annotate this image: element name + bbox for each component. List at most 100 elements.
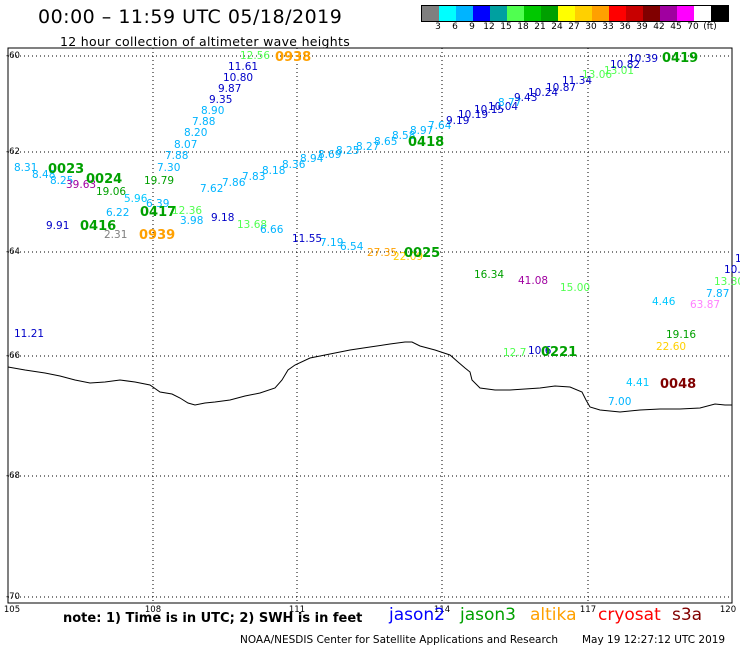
wave-height-label: 8.36 (282, 159, 306, 171)
wave-height-label: 8.69 (318, 149, 342, 161)
wave-height-label: 27.35 (367, 247, 398, 259)
latitude-label: -62 (6, 147, 20, 157)
wave-height-label: 8.94 (300, 153, 324, 165)
wave-height-label: 12.7 (503, 347, 527, 359)
satellite-legend-item: jason2 (389, 605, 445, 625)
wave-height-label: 8.27 (356, 141, 380, 153)
legend-swatch (694, 6, 711, 21)
wave-height-label: 39.63 (66, 179, 97, 191)
legend-tick-label: 15 (500, 22, 512, 32)
legend-swatch (711, 6, 728, 21)
map-frame (7, 47, 733, 604)
legend-tick-label: (ft) (703, 22, 717, 32)
pass-id-label: 0419 (662, 51, 699, 66)
pass-id-label: 0025 (404, 246, 441, 261)
satellite-legend-item: s3a (672, 605, 703, 625)
wave-height-label: 7.30 (157, 162, 181, 174)
legend-tick-label: 3 (435, 22, 441, 32)
pass-id-label: 0023 (48, 162, 85, 177)
wave-height-label: 13.01 (604, 65, 635, 77)
page-subtitle: 12 hour collection of altimeter wave hei… (60, 34, 351, 49)
lat-lon-grid (8, 48, 732, 603)
latitude-label: -60 (6, 51, 20, 61)
wave-height-label: 1 (735, 253, 740, 265)
color-scale-tick-labels: 3 6 9 12 15 18 21 24 27 30 33 36 39 42 45 70 (ft) (421, 22, 740, 34)
pass-id-label: 0938 (275, 50, 312, 65)
wave-height-label: 7.88 (165, 150, 189, 162)
wave-height-label: 15.00 (560, 282, 591, 294)
pass-id-label: 0417 (140, 205, 177, 220)
legend-swatch (439, 6, 456, 21)
pass-id-label: 0418 (408, 135, 445, 150)
longitude-label: 105 (3, 605, 21, 615)
wave-height-label: 19.06 (96, 186, 127, 198)
wave-height-label: 8.65 (374, 136, 398, 148)
legend-tick-label: 33 (602, 22, 614, 32)
wave-height-label: 12.56 (240, 50, 271, 62)
wave-height-label: 4.46 (652, 296, 676, 308)
wave-height-label: 7.00 (608, 396, 632, 408)
wave-height-label: 9.91 (46, 220, 70, 232)
legend-tick-label: 36 (619, 22, 631, 32)
pass-id-label: 0024 (86, 172, 123, 187)
legend-swatch (541, 6, 558, 21)
legend-tick-label: 27 (568, 22, 580, 32)
wave-height-label: 7.88 (192, 116, 216, 128)
generation-timestamp: May 19 12:27:12 UTC 2019 (582, 634, 726, 646)
legend-swatch (626, 6, 643, 21)
wave-height-label: 9.87 (218, 83, 242, 95)
wave-height-label: 6.54 (340, 241, 364, 253)
latitude-label: -70 (6, 592, 20, 602)
longitude-label: 120 (719, 605, 737, 615)
wave-height-label: 16.34 (474, 269, 505, 281)
wave-height-label: 13.30 (714, 276, 740, 288)
longitude-label: 117 (579, 605, 597, 615)
wave-height-label: 9.18 (211, 212, 235, 224)
wave-height-label: 4.41 (626, 377, 650, 389)
wave-height-label: 11.21 (14, 328, 45, 340)
wave-height-label: 8.20 (184, 127, 208, 139)
wave-height-label: 11.55 (292, 233, 323, 245)
wave-height-label: 8.25 (50, 175, 74, 187)
legend-swatch (490, 6, 507, 21)
wave-height-label: 7.83 (242, 171, 266, 183)
wave-height-label: 10.24 (528, 87, 559, 99)
pass-id-label: 0939 (139, 228, 176, 243)
wave-height-label: 10.39 (628, 53, 659, 65)
legend-swatch (558, 6, 575, 21)
wave-height-label: 10.6 (528, 345, 552, 357)
wave-height-label: 22.60 (656, 341, 687, 353)
legend-tick-label: 70 (687, 22, 699, 32)
wave-height-label: 8.58 (392, 130, 416, 142)
wave-height-label: 9.35 (209, 94, 233, 106)
wave-height-label: 10. (724, 264, 740, 276)
wave-height-label: 9.43 (514, 92, 538, 104)
latitude-label: -68 (6, 471, 20, 481)
wave-height-label: 3.98 (180, 215, 204, 227)
wave-height-label: 10.80 (223, 72, 254, 84)
longitude-label: 111 (288, 605, 306, 615)
page-title: 00:00 – 11:59 UTC 05/18/2019 (38, 6, 343, 28)
legend-tick-label: 12 (483, 22, 495, 32)
legend-swatch (592, 6, 609, 21)
legend-tick-label: 30 (585, 22, 597, 32)
wave-height-label: 7.62 (200, 183, 224, 195)
legend-tick-label: 42 (653, 22, 665, 32)
wave-height-label: 10.82 (610, 59, 641, 71)
legend-tick-label: 45 (670, 22, 682, 32)
wave-height-label: 19.79 (144, 175, 175, 187)
wave-height-label: 7.64 (428, 120, 452, 132)
legend-swatch (575, 6, 592, 21)
legend-swatch (507, 6, 524, 21)
wave-height-label: 10.87 (546, 82, 577, 94)
satellite-legend-item: jason3 (460, 605, 516, 625)
wave-height-label: 8.18 (262, 165, 286, 177)
wave-height-label: 41.08 (518, 275, 549, 287)
wave-height-label: 6.39 (146, 198, 170, 210)
legend-swatch (456, 6, 473, 21)
footer-note: note: 1) Time is in UTC; 2) SWH is in fe… (63, 611, 363, 626)
wave-height-label: 9.19 (446, 115, 470, 127)
wave-height-label: 2.31 (104, 229, 128, 241)
pass-id-label: 0048 (660, 377, 697, 392)
